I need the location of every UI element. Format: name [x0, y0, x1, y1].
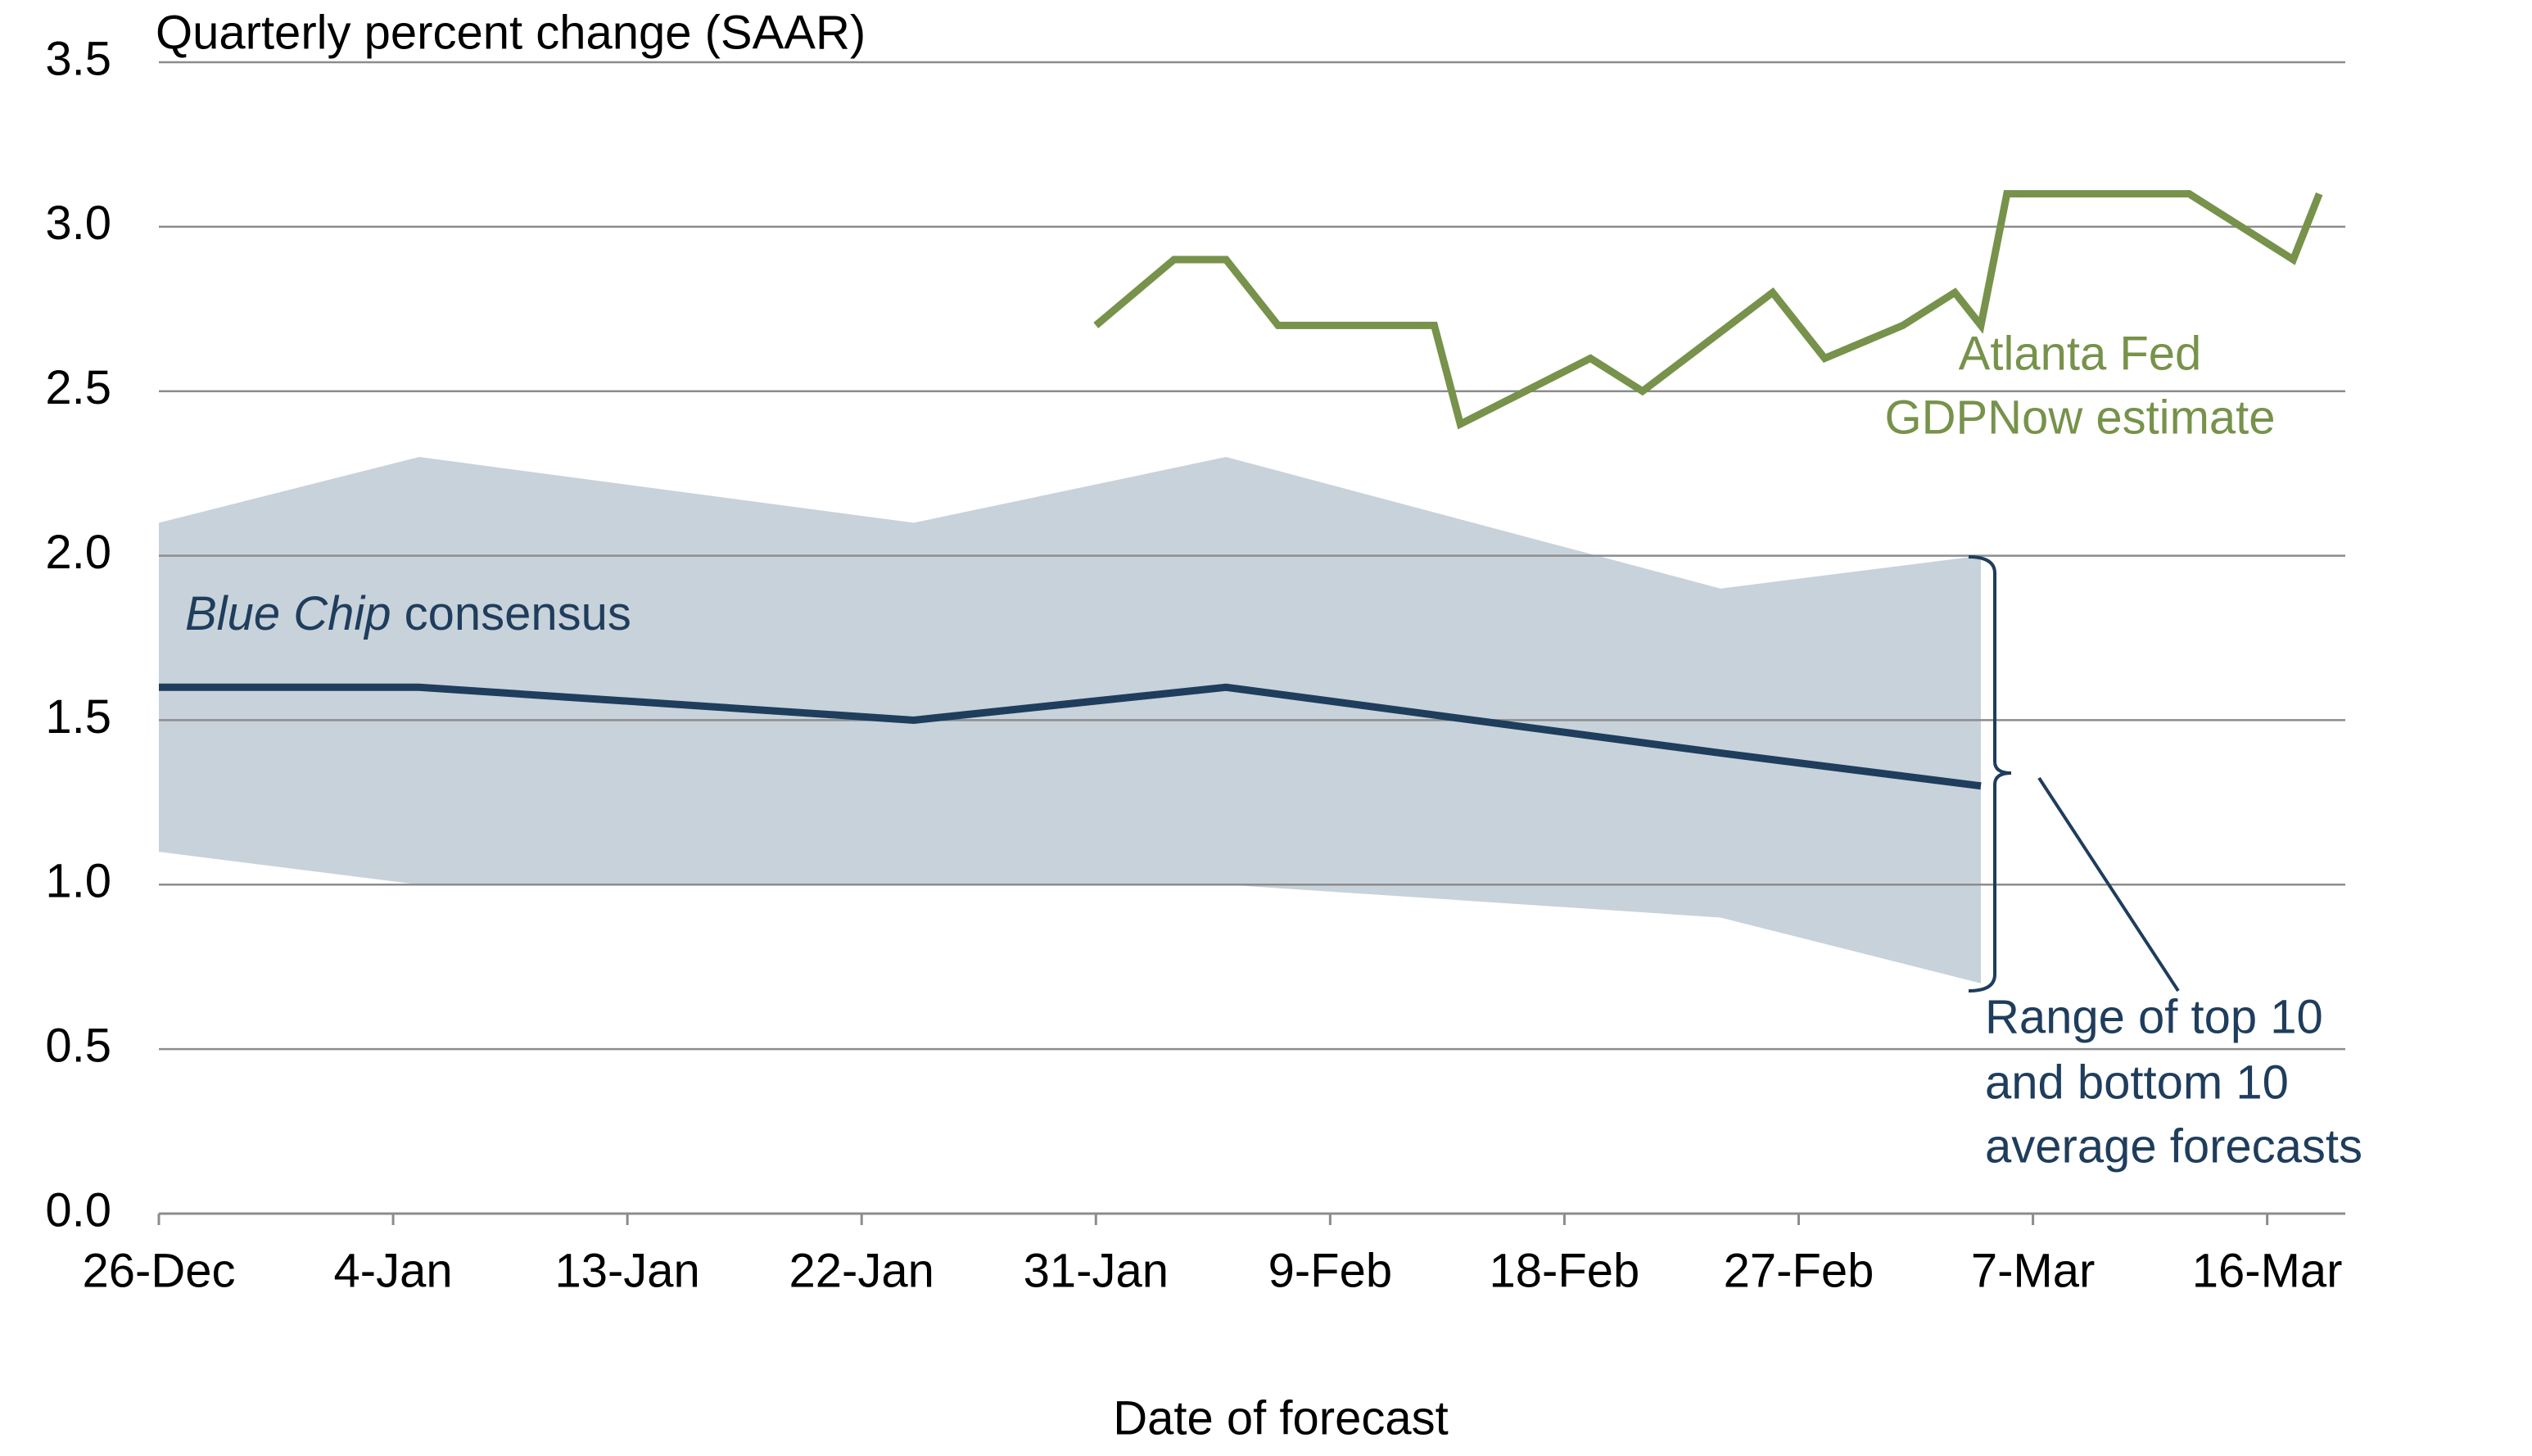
annotation: average forecasts	[1985, 1119, 2362, 1173]
leader-line	[2037, 776, 2180, 993]
annotation: Blue Chip consensus	[185, 587, 631, 640]
x-tick-label: 27-Feb	[1724, 1244, 1874, 1297]
y-tick-label: 2.0	[45, 526, 111, 579]
x-axis-title: Date of forecast	[1113, 1391, 1448, 1445]
y-tick-label: 0.5	[45, 1019, 111, 1072]
annotation: GDPNow estimate	[1884, 391, 2275, 444]
y-tick-label: 3.5	[45, 32, 111, 85]
y-axis-title: Quarterly percent change (SAAR)	[156, 6, 866, 59]
y-tick-label: 3.0	[45, 197, 111, 250]
range-bracket	[1968, 555, 2012, 993]
x-tick-label: 9-Feb	[1268, 1244, 1393, 1297]
y-tick-label: 1.0	[45, 855, 111, 908]
x-tick-label: 13-Jan	[554, 1244, 699, 1297]
x-tick-label: 18-Feb	[1490, 1244, 1640, 1297]
annotation: and bottom 10	[1985, 1056, 2289, 1109]
series-line	[159, 683, 1982, 790]
y-tick-label: 2.5	[45, 361, 111, 414]
line-layer	[159, 190, 2323, 790]
x-tick-label: 22-Jan	[789, 1244, 934, 1297]
series-line	[1093, 190, 2323, 430]
annotation: Atlanta Fed	[1959, 327, 2202, 380]
x-tick-label: 16-Mar	[2192, 1244, 2343, 1297]
annotation-text: consensus	[391, 587, 631, 640]
y-tick-label: 0.0	[45, 1183, 111, 1237]
x-tick-label: 7-Mar	[1971, 1244, 2095, 1297]
annotation: Range of top 10	[1985, 990, 2323, 1043]
x-tick-label: 26-Dec	[83, 1244, 236, 1297]
y-tick-label: 1.5	[45, 690, 111, 744]
grid-layer	[157, 61, 2345, 1225]
x-tick-label: 31-Jan	[1024, 1244, 1169, 1297]
x-tick-label: 4-Jan	[334, 1244, 453, 1297]
annotation-italic: Blue Chip	[185, 587, 391, 640]
